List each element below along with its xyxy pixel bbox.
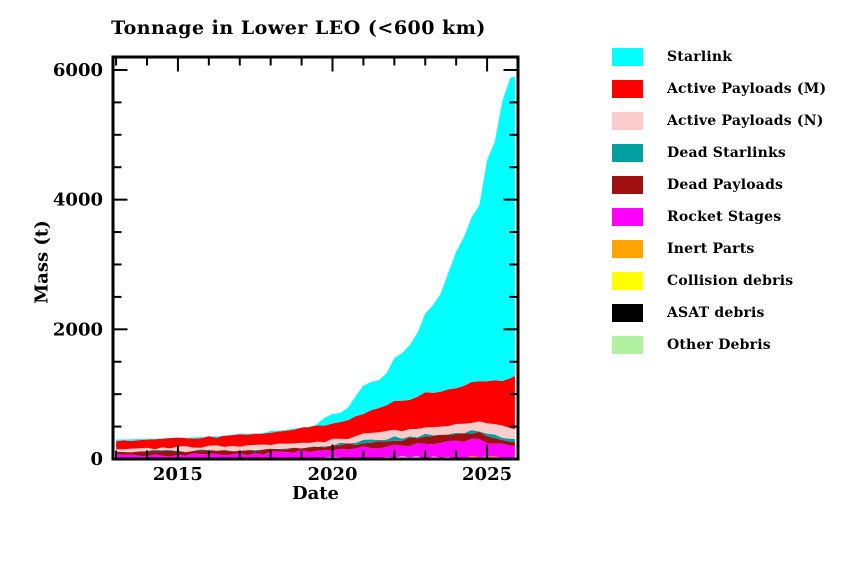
series-area-dead-starlinks	[116, 430, 515, 453]
legend-label: Rocket Stages	[667, 209, 782, 225]
x-tick-label: 2020	[307, 464, 357, 485]
x-axis-label: Date	[291, 483, 340, 504]
legend-swatch	[612, 48, 643, 66]
legend-item-collision-debris: Collision debris	[612, 272, 826, 290]
legend-label: Dead Starlinks	[667, 145, 787, 161]
series-area-rocket-stages	[116, 438, 515, 459]
legend-swatch	[612, 208, 643, 226]
legend-swatch	[612, 304, 643, 322]
legend-label: Collision debris	[667, 273, 794, 289]
legend-label: Other Debris	[667, 337, 771, 353]
legend-item-other-debris: Other Debris	[612, 336, 826, 354]
series-area-active-payloads-m-	[116, 375, 515, 450]
legend-swatch	[612, 112, 643, 130]
legend-label: Active Payloads (N)	[667, 113, 824, 129]
legend-label: Inert Parts	[667, 241, 755, 257]
legend-item-rocket-stages: Rocket Stages	[612, 208, 826, 226]
legend-swatch	[612, 144, 643, 162]
legend-item-inert-parts: Inert Parts	[612, 240, 826, 258]
x-tick-label: 2015	[153, 464, 203, 485]
legend-item-dead-starlinks: Dead Starlinks	[612, 144, 826, 162]
legend-item-dead-payloads: Dead Payloads	[612, 176, 826, 194]
legend: Starlink Active Payloads (M) Active Payloa…	[612, 48, 826, 368]
y-tick-label: 4000	[53, 190, 103, 211]
legend-item-starlink: Starlink	[612, 48, 826, 66]
legend-swatch	[612, 80, 643, 98]
legend-swatch	[612, 336, 643, 354]
y-tick-label: 2000	[53, 319, 103, 340]
y-tick-label: 6000	[53, 60, 103, 81]
series-area-active-payloads-n-	[116, 421, 515, 453]
series-area-starlink	[116, 76, 515, 442]
x-tick-label: 2025	[462, 464, 512, 485]
legend-swatch	[612, 272, 643, 290]
legend-swatch	[612, 176, 643, 194]
legend-item-active-payloads-n-: Active Payloads (N)	[612, 112, 826, 130]
legend-label: ASAT debris	[667, 305, 765, 321]
legend-item-asat-debris: ASAT debris	[612, 304, 826, 322]
legend-swatch	[612, 240, 643, 258]
plot-border	[111, 55, 520, 461]
y-tick-label: 0	[90, 449, 103, 470]
legend-label: Active Payloads (M)	[667, 81, 827, 97]
chart-title: Tonnage in Lower LEO (<600 km)	[111, 17, 486, 39]
legend-label: Starlink	[667, 49, 733, 65]
legend-item-active-payloads-m-: Active Payloads (M)	[612, 80, 826, 98]
legend-label: Dead Payloads	[667, 177, 784, 193]
